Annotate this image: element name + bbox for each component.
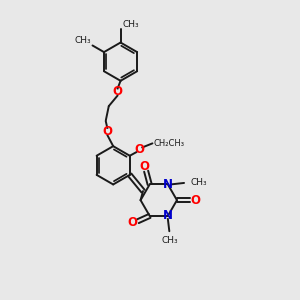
Text: O: O [134,143,144,156]
Text: CH₂CH₃: CH₂CH₃ [154,139,185,148]
Text: CH₃: CH₃ [190,178,207,188]
Text: O: O [128,216,138,229]
Text: N: N [163,209,173,222]
Text: O: O [102,125,112,138]
Text: O: O [112,85,123,98]
Text: CH₃: CH₃ [161,236,178,245]
Text: N: N [163,178,173,191]
Text: CH₃: CH₃ [74,36,91,45]
Text: CH₃: CH₃ [122,20,139,29]
Text: O: O [190,194,200,207]
Text: O: O [140,160,150,173]
